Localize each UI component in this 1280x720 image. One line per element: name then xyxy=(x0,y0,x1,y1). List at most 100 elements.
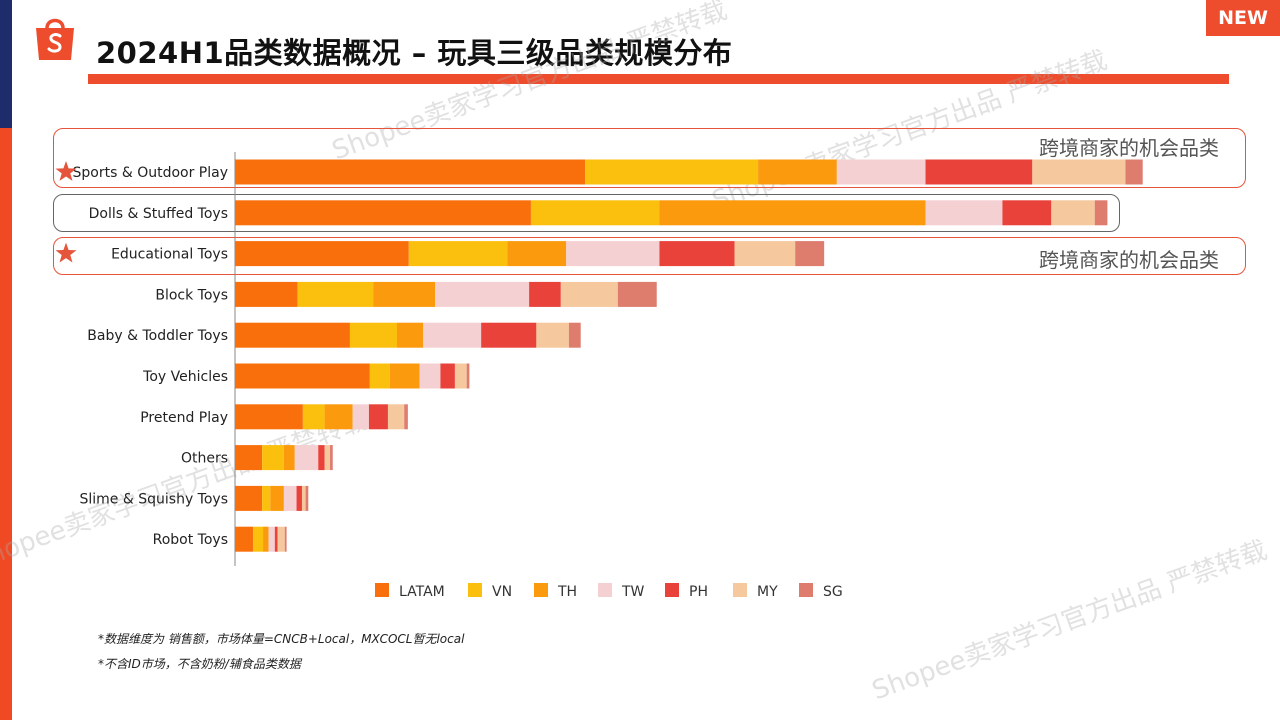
bar-segment-vn xyxy=(408,241,508,267)
bar-segment-ph xyxy=(368,404,388,430)
bar-segment-sg xyxy=(1125,159,1143,185)
bar-segment-vn xyxy=(262,485,271,511)
legend-swatch-my xyxy=(733,583,747,597)
footnote-1: *数据维度为 销售额，市场体量=CNCB+Local，MXCOCL暂无local xyxy=(98,632,465,646)
bar-segment-sg xyxy=(617,281,657,307)
highlight-box-educational xyxy=(53,237,1246,275)
bar-segment-th xyxy=(389,363,420,389)
category-label: Dolls & Stuffed Toys xyxy=(89,206,228,222)
star-icon xyxy=(55,242,77,263)
legend-label-my: MY xyxy=(757,584,778,600)
legend-label-vn: VN xyxy=(492,584,512,600)
bar-segment-sg xyxy=(305,485,309,511)
bar-segment-ph xyxy=(440,363,455,389)
bar-segment-sg xyxy=(284,526,287,552)
title-underline-bar xyxy=(88,74,1229,84)
bar-segment-my xyxy=(536,322,569,348)
bar-segment-latam xyxy=(235,241,409,267)
bar-segment-my xyxy=(454,363,467,389)
bar-segment-th xyxy=(270,485,284,511)
shopee-logo-icon xyxy=(36,18,74,60)
bar-segment-th xyxy=(507,241,567,267)
legend-label-ph: PH xyxy=(689,584,708,600)
new-badge: NEW xyxy=(1206,0,1280,36)
bar-segment-ph xyxy=(529,281,561,307)
category-label: Pretend Play xyxy=(140,410,228,426)
bar-segment-sg xyxy=(404,404,408,430)
bar-segment-my xyxy=(734,241,796,267)
bar-segment-vn xyxy=(369,363,390,389)
legend-swatch-tw xyxy=(598,583,612,597)
bar-segment-vn xyxy=(302,404,325,430)
category-label: Others xyxy=(181,451,228,467)
bar-segment-tw xyxy=(836,159,926,185)
bar-segment-my xyxy=(301,485,306,511)
bar-segment-my xyxy=(387,404,405,430)
bar-segment-latam xyxy=(235,404,303,430)
bar-segment-ph xyxy=(659,241,735,267)
bar-segment-vn xyxy=(297,281,374,307)
bar-segment-ph xyxy=(318,445,325,471)
bar-segment-vn xyxy=(530,200,660,226)
legend-swatch-ph xyxy=(665,583,679,597)
bar-segment-th xyxy=(396,322,424,348)
bar-segment-tw xyxy=(268,526,275,552)
bar-segment-vn xyxy=(262,445,284,471)
bar-segment-sg xyxy=(795,241,825,267)
bar-segment-my xyxy=(277,526,285,552)
legend-label-sg: SG xyxy=(823,584,843,600)
bar-segment-th xyxy=(373,281,436,307)
bar-segment-sg xyxy=(330,445,333,471)
highlight-box-sports xyxy=(53,128,1246,188)
bar-segment-latam xyxy=(235,159,586,185)
bar-segment-vn xyxy=(349,322,397,348)
bar-segment-sg xyxy=(568,322,581,348)
footnote-2: *不含ID市场，不含奶粉/辅食品类数据 xyxy=(98,657,301,671)
category-label: Robot Toys xyxy=(153,532,228,548)
category-label: Block Toys xyxy=(155,287,228,303)
bar-segment-sg xyxy=(466,363,470,389)
bar-segment-latam xyxy=(235,200,531,226)
category-label: Baby & Toddler Toys xyxy=(87,328,228,344)
left-accent-strip-orange xyxy=(0,128,12,720)
page-title: 2024H1品类数据概况 – 玩具三级品类规模分布 xyxy=(96,36,733,70)
legend-label-latam: LATAM xyxy=(399,584,445,600)
bar-segment-th xyxy=(324,404,353,430)
bar-segment-tw xyxy=(435,281,530,307)
star-icon xyxy=(55,161,77,181)
bar-segment-ph xyxy=(925,159,1033,185)
bar-segment-latam xyxy=(235,485,263,511)
opportunity-label: 跨境商家的机会品类 xyxy=(1039,136,1219,160)
legend-label-th: TH xyxy=(557,584,577,600)
bar-segment-tw xyxy=(419,363,441,389)
bar-segment-my xyxy=(1032,159,1126,185)
bar-segment-tw xyxy=(925,200,1003,226)
bar-segment-vn xyxy=(585,159,759,185)
bar-segment-tw xyxy=(283,485,297,511)
bar-segment-latam xyxy=(235,526,254,552)
legend-swatch-sg xyxy=(799,583,813,597)
bar-segment-sg xyxy=(1094,200,1108,226)
bar-segment-latam xyxy=(235,445,263,471)
bar-segment-my xyxy=(1051,200,1095,226)
bar-segment-tw xyxy=(294,445,319,471)
category-label: Sports & Outdoor Play xyxy=(73,165,229,181)
bar-segment-tw xyxy=(566,241,660,267)
bar-segment-th xyxy=(263,526,269,552)
legend-swatch-th xyxy=(534,583,548,597)
bar-segment-ph xyxy=(1002,200,1052,226)
bar-segment-ph xyxy=(274,526,278,552)
category-label: Educational Toys xyxy=(111,247,228,263)
bar-segment-ph xyxy=(481,322,537,348)
bar-segment-vn xyxy=(253,526,264,552)
category-label: Slime & Squishy Toys xyxy=(80,491,229,507)
bar-segment-my xyxy=(560,281,618,307)
bar-segment-tw xyxy=(352,404,369,430)
bar-segment-my xyxy=(324,445,331,471)
bar-segment-th xyxy=(758,159,837,185)
category-label: Toy Vehicles xyxy=(142,369,228,385)
left-accent-strip-navy xyxy=(0,0,12,128)
bar-segment-th xyxy=(283,445,295,471)
bar-segment-th xyxy=(659,200,926,226)
